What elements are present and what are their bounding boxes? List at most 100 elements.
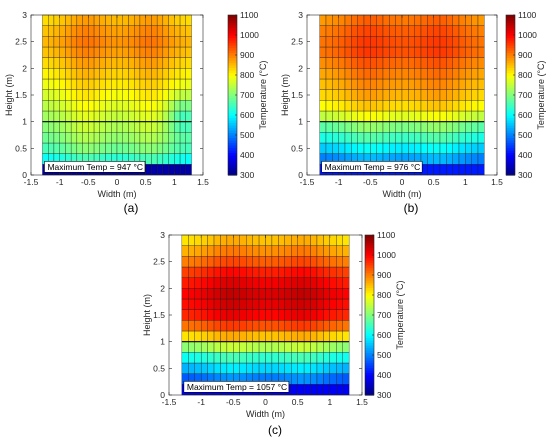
colorbar-segment xyxy=(506,157,515,161)
heat-cell xyxy=(93,100,100,112)
colorbar-segment xyxy=(365,262,374,266)
heat-cell xyxy=(332,36,339,48)
colorbar-segment xyxy=(228,95,237,99)
heat-cell xyxy=(82,142,89,154)
heat-cell xyxy=(168,78,175,90)
heat-cell xyxy=(452,36,460,48)
heat-cell xyxy=(220,256,228,268)
colorbar-tick-label: 1100 xyxy=(240,10,259,20)
heat-cell xyxy=(168,132,175,144)
heat-cell xyxy=(408,89,415,101)
heat-cell xyxy=(220,320,228,332)
heat-cell xyxy=(188,309,195,321)
heat-cell xyxy=(181,362,189,374)
heat-cell xyxy=(414,46,422,58)
colorbar-segment xyxy=(365,240,374,244)
heat-cell xyxy=(376,25,384,37)
colorbar-segment xyxy=(506,72,515,76)
heat-cell xyxy=(395,36,403,48)
heat-cell xyxy=(168,25,175,37)
heat-cell xyxy=(363,68,371,80)
heat-cell xyxy=(408,78,415,90)
heat-cell xyxy=(284,277,292,289)
heat-cell xyxy=(226,362,234,374)
heat-cell xyxy=(82,110,89,122)
heat-cells xyxy=(319,14,485,176)
heat-cell xyxy=(297,245,305,257)
heat-cell xyxy=(310,384,318,396)
heat-cell xyxy=(59,57,66,69)
colorbar-segment xyxy=(228,80,237,84)
heat-cell xyxy=(351,78,358,90)
heat-cell xyxy=(342,266,350,278)
heat-cell xyxy=(458,121,466,133)
heat-cell xyxy=(323,309,331,321)
heat-cell xyxy=(188,352,195,364)
heat-cell xyxy=(357,78,365,90)
heat-cell xyxy=(323,256,331,268)
heat-cell xyxy=(271,234,279,246)
heat-cell xyxy=(271,330,279,342)
heat-cell xyxy=(53,132,60,144)
heat-cell xyxy=(465,121,472,133)
heat-cell xyxy=(389,121,396,133)
colorbar-segment xyxy=(365,237,374,241)
heat-cell xyxy=(344,36,352,48)
heat-cell xyxy=(310,234,318,246)
colorbar-segment xyxy=(228,45,237,49)
heat-cell xyxy=(200,245,208,257)
heat-cell xyxy=(252,341,260,353)
colorbar-segment xyxy=(506,172,515,176)
heat-cell xyxy=(433,110,441,122)
heat-cell xyxy=(265,288,273,300)
heat-cell xyxy=(111,121,118,133)
heat-cell xyxy=(291,384,298,396)
heat-cell xyxy=(332,89,339,101)
heat-cell xyxy=(344,68,352,80)
heat-cell xyxy=(174,132,181,144)
heat-cell xyxy=(53,142,60,154)
heat-cell xyxy=(88,57,95,69)
max-temp-box xyxy=(321,161,423,173)
heat-cell xyxy=(194,341,202,353)
heat-cell xyxy=(233,309,240,321)
heat-cell xyxy=(48,25,55,37)
heat-cell xyxy=(344,14,352,26)
heat-cell xyxy=(370,132,377,144)
colorbar-tick-label: 700 xyxy=(518,90,532,100)
heat-cell xyxy=(207,362,215,374)
colorbar-tick-label: 1000 xyxy=(240,30,259,40)
heat-cell xyxy=(265,277,273,289)
heat-cell xyxy=(194,330,202,342)
heat-cell xyxy=(297,362,305,374)
colorbar-segment xyxy=(506,145,515,149)
heat-cell xyxy=(303,330,311,342)
heat-cell xyxy=(233,362,240,374)
heat-cell xyxy=(42,100,49,112)
heat-cell xyxy=(278,266,285,278)
heat-cell xyxy=(471,36,479,48)
heat-cell xyxy=(433,78,441,90)
heat-cell xyxy=(122,46,129,58)
heat-cell xyxy=(82,14,89,26)
heat-cell xyxy=(181,298,189,310)
heat-cell xyxy=(297,330,305,342)
heat-cell xyxy=(226,320,234,332)
heat-cell xyxy=(382,46,390,58)
heat-cell xyxy=(363,78,371,90)
heat-cell xyxy=(382,132,390,144)
colorbar-segment xyxy=(228,160,237,164)
heat-cell xyxy=(291,373,298,385)
colorbar-tick-label: 400 xyxy=(240,150,254,160)
colorbar-segment xyxy=(228,170,237,174)
heat-cell xyxy=(465,153,472,165)
heat-cell xyxy=(93,46,100,58)
heat-cell xyxy=(188,288,195,300)
heat-cell xyxy=(342,373,350,385)
heat-cell xyxy=(382,68,390,80)
heat-cell xyxy=(316,362,324,374)
heat-cell xyxy=(389,142,396,154)
colorbar-segment xyxy=(506,152,515,156)
heat-cell xyxy=(76,68,83,80)
colorbar-segment xyxy=(506,57,515,61)
